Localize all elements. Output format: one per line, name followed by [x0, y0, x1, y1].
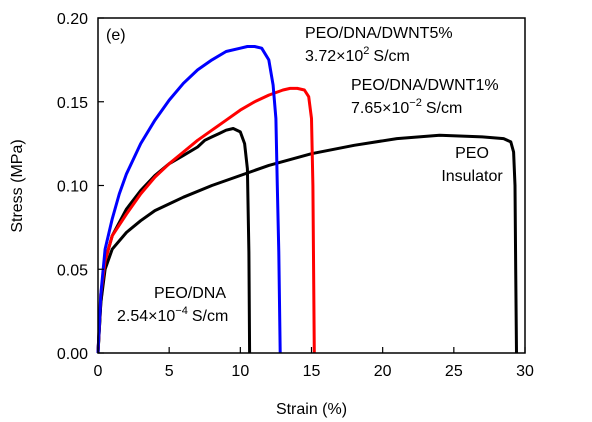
annotation-dwnt5-exponent: 2: [363, 45, 369, 57]
annotation-dna-value: 2.54: [117, 308, 148, 325]
x-tick-label: 5: [165, 363, 174, 380]
annotation-dna-conductivity: 2.54×10−4 S/cm: [117, 305, 228, 325]
annotation-dwnt5-name: PEO/DNA/DWNT5%: [305, 25, 453, 42]
annotation-dna-exponent: −4: [175, 305, 188, 317]
x-axis-label: Strain (%): [276, 401, 347, 418]
panel-label: (e): [106, 27, 126, 44]
annotation-dwnt5-value: 3.72: [305, 48, 336, 65]
annotation-dna-times: ×: [148, 308, 157, 325]
x-tick-label: 25: [445, 363, 463, 380]
annotation-dna: PEO/DNA 2.54×10−4 S/cm: [117, 285, 228, 325]
annotation-dwnt1-exponent: −2: [409, 97, 422, 109]
annotation-dwnt1-base: 10: [391, 100, 409, 117]
series-layer: [96, 45, 518, 354]
annotation-dna-base: 10: [157, 308, 175, 325]
annotation-dwnt1-unit: S/cm: [426, 100, 462, 117]
annotation-peo: PEO Insulator: [441, 145, 503, 185]
y-tick-label: 0.05: [57, 262, 88, 279]
y-axis-label: Stress (MPa): [9, 139, 26, 232]
annotation-peo-name: PEO: [455, 145, 489, 162]
annotation-dna-name: PEO/DNA: [154, 285, 226, 302]
y-tick-label: 0.00: [57, 346, 88, 363]
annotation-dwnt5-conductivity: 3.72×102 S/cm: [305, 45, 410, 65]
annotation-dwnt1-value: 7.65: [351, 100, 382, 117]
annotation-dwnt1-name: PEO/DNA/DWNT1%: [351, 77, 499, 94]
x-tick-label: 20: [374, 363, 392, 380]
series-line-peo: [96, 133, 518, 354]
annotation-dwnt5-times: ×: [336, 48, 345, 65]
annotation-dwnt5-unit: S/cm: [373, 48, 409, 65]
x-tick-label: 30: [516, 363, 534, 380]
series-line-peo-dna-dwnt1: [96, 86, 316, 354]
x-tick-label: 15: [303, 363, 321, 380]
series-line-peo-dna-dwnt5: [96, 45, 282, 354]
annotation-dwnt5: PEO/DNA/DWNT5% 3.72×102 S/cm: [305, 25, 453, 65]
y-tick-label: 0.10: [57, 179, 88, 196]
annotation-dwnt1: PEO/DNA/DWNT1% 7.65×10−2 S/cm: [351, 77, 499, 117]
x-tick-label: 0: [94, 363, 103, 380]
annotation-dna-unit: S/cm: [192, 308, 228, 325]
annotation-dwnt1-times: ×: [382, 100, 391, 117]
y-tick-label: 0.15: [57, 95, 88, 112]
annotation-dwnt1-conductivity: 7.65×10−2 S/cm: [351, 97, 462, 117]
annotation-dwnt5-base: 10: [345, 48, 363, 65]
ticks-layer: 0 5 10 15 20 25 30 0.00 0.05 0.10 0.15 0.20: [57, 11, 534, 380]
x-tick-label: 10: [231, 363, 249, 380]
annotation-peo-insulator: Insulator: [441, 168, 503, 185]
y-tick-label: 0.20: [57, 11, 88, 28]
